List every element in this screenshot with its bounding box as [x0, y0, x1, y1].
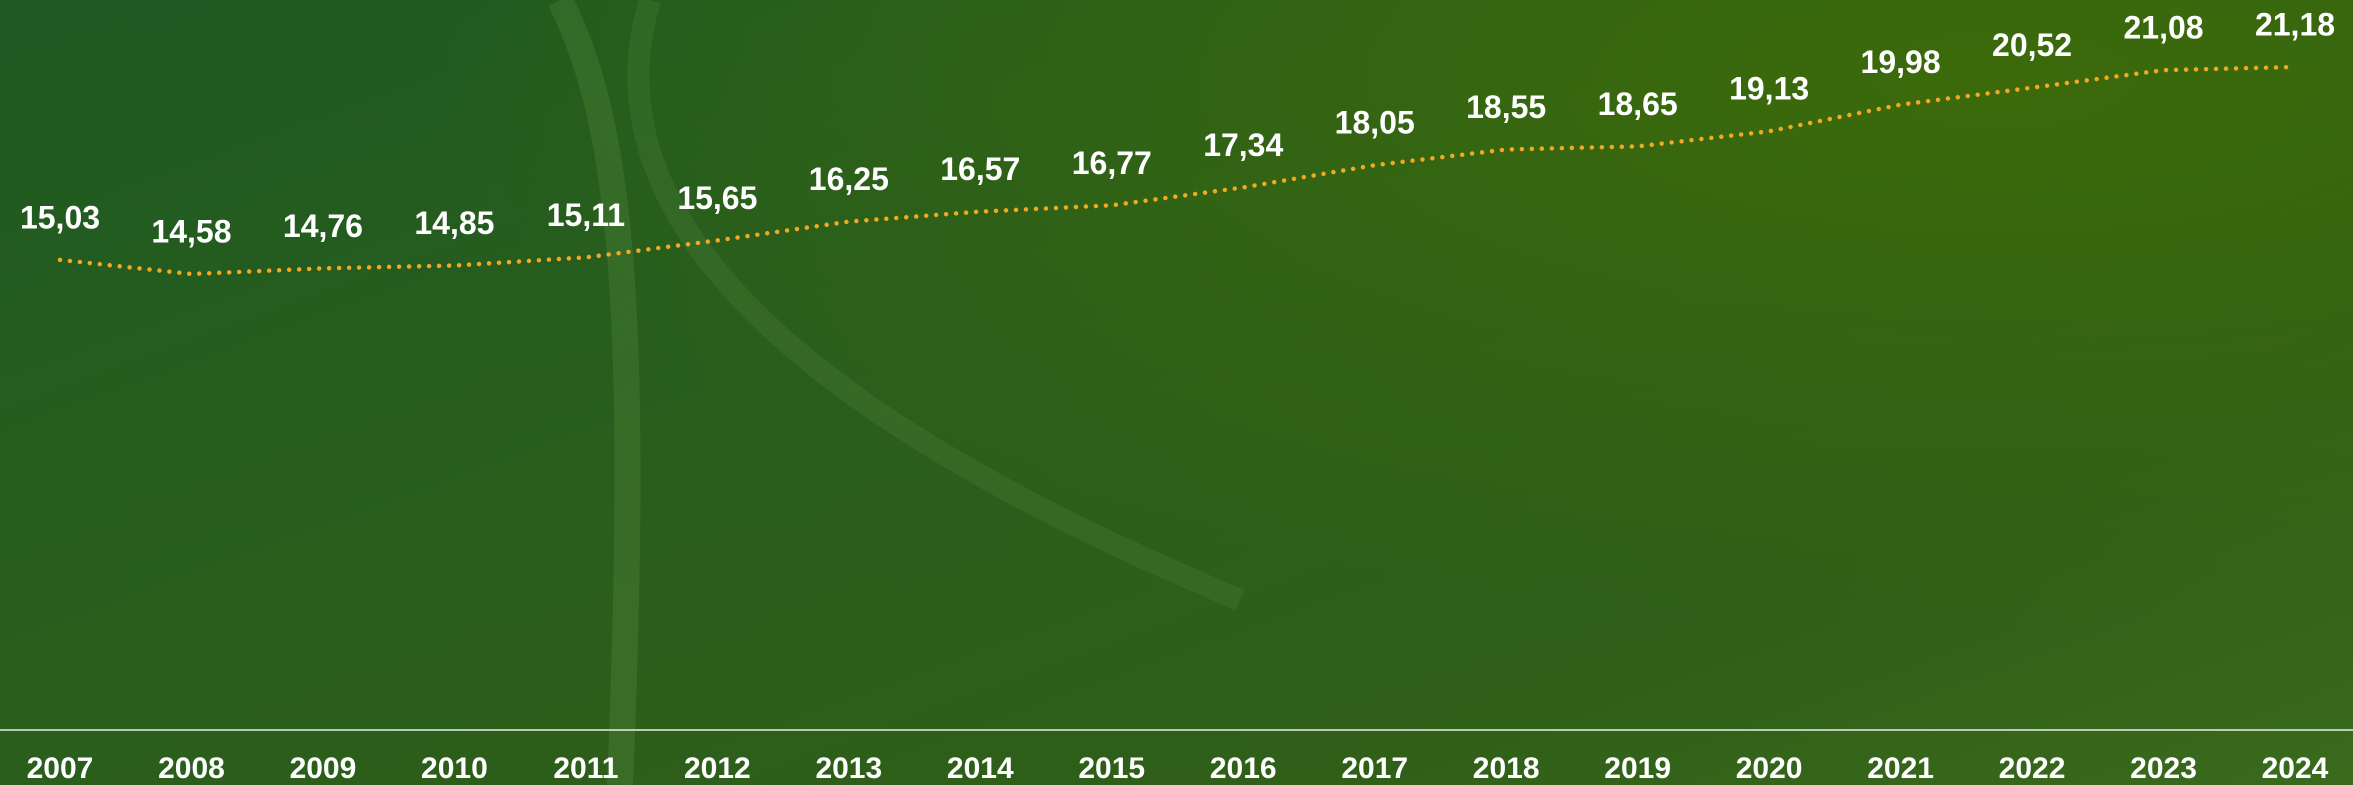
x-tick-label: 2023: [2130, 752, 2197, 785]
x-tick-label: 2021: [1867, 752, 1934, 785]
x-tick-label: 2009: [290, 752, 357, 785]
x-tick-label: 2014: [947, 752, 1014, 785]
data-label: 14,76: [283, 208, 363, 244]
x-tick-label: 2020: [1736, 752, 1803, 785]
data-label: 16,77: [1072, 145, 1152, 181]
data-label: 14,85: [414, 205, 494, 241]
data-label: 16,57: [940, 151, 1020, 187]
data-label: 21,08: [2123, 10, 2203, 46]
x-tick-label: 2007: [27, 752, 94, 785]
x-tick-label: 2018: [1473, 752, 1540, 785]
data-label: 16,25: [809, 161, 889, 197]
x-tick-label: 2015: [1078, 752, 1145, 785]
x-tick-label: 2013: [815, 752, 882, 785]
data-label: 17,34: [1203, 127, 1283, 163]
dna-decoration: [627, 0, 1245, 611]
data-label: 18,55: [1466, 89, 1546, 125]
data-label: 18,05: [1335, 105, 1415, 141]
data-label: 21,18: [2255, 6, 2335, 42]
x-tick-label: 2010: [421, 752, 488, 785]
x-tick-label: 2024: [2262, 752, 2329, 785]
x-tick-label: 2019: [1604, 752, 1671, 785]
data-label: 15,03: [20, 199, 100, 235]
dna-decoration: [548, 0, 641, 785]
x-tick-label: 2012: [684, 752, 751, 785]
data-label: 15,11: [547, 197, 625, 233]
x-tick-label: 2016: [1210, 752, 1277, 785]
x-tick-label: 2017: [1341, 752, 1408, 785]
x-tick-label: 2022: [1999, 752, 2066, 785]
data-line: [57, 64, 2298, 277]
data-label: 15,65: [677, 180, 757, 216]
data-label: 20,52: [1992, 27, 2072, 63]
data-label: 19,13: [1729, 71, 1809, 107]
x-tick-label: 2011: [553, 752, 618, 785]
x-tick-label: 2008: [158, 752, 225, 785]
data-label: 18,65: [1598, 86, 1678, 122]
data-label: 14,58: [151, 213, 231, 249]
data-label: 19,98: [1861, 44, 1941, 80]
